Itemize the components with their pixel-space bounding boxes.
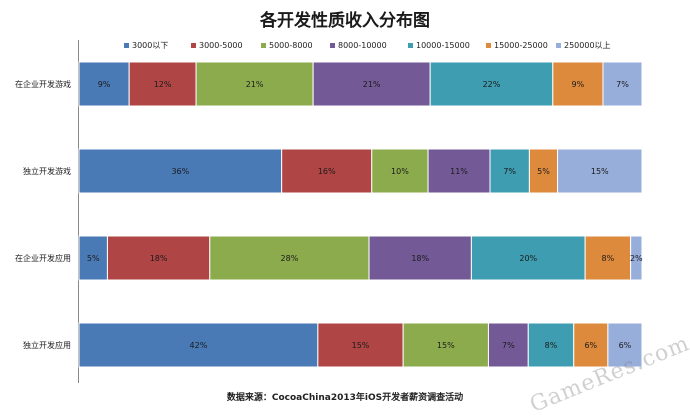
data-label-1-6: 15%	[591, 167, 609, 176]
data-label-1-1: 16%	[318, 167, 336, 176]
data-label-0-6: 7%	[616, 80, 629, 89]
bar-segment-2-6	[630, 235, 643, 281]
legend-label-3: 8000-10000	[338, 41, 387, 50]
data-label-3-0: 42%	[190, 341, 208, 350]
data-label-1-2: 10%	[391, 167, 409, 176]
bar-segment-2-3	[368, 235, 472, 281]
data-label-3-5: 6%	[584, 341, 597, 350]
data-label-1-4: 7%	[503, 167, 516, 176]
data-label-0-4: 22%	[483, 80, 501, 89]
bar-segment-0-2	[195, 61, 314, 107]
legend-label-6: 250000以上	[564, 41, 611, 50]
data-label-1-3: 11%	[450, 167, 468, 176]
data-label-2-6: 2%	[630, 254, 643, 263]
bar-segment-0-6	[602, 61, 643, 107]
data-label-3-1: 15%	[352, 341, 370, 350]
category-label-2: 在企业开发应用	[15, 253, 71, 263]
legend-label-0: 3000以下	[132, 41, 168, 50]
bar-segment-1-4	[489, 148, 530, 194]
chart-title: 各开发性质收入分布图	[260, 11, 430, 31]
legend-swatch-2	[261, 43, 266, 48]
legend-swatch-3	[330, 43, 335, 48]
bar-segment-3-1	[317, 322, 404, 368]
bar-segment-0-5	[552, 61, 604, 107]
data-label-0-0: 9%	[98, 80, 111, 89]
data-label-1-0: 36%	[171, 167, 189, 176]
bar-segment-1-6	[557, 148, 643, 194]
bar-segment-3-3	[487, 322, 529, 368]
data-source-note: 数据来源：CocoaChina2013年iOS开发者薪资调查活动	[226, 393, 464, 403]
data-label-0-1: 12%	[154, 80, 172, 89]
data-label-0-3: 21%	[363, 80, 381, 89]
legend-label-5: 15000-25000	[494, 41, 548, 50]
bar-segment-0-3	[312, 61, 431, 107]
data-label-2-1: 18%	[150, 254, 168, 263]
legend-swatch-6	[556, 43, 561, 48]
bar-segment-2-5	[584, 235, 632, 281]
legend-label-4: 10000-15000	[416, 41, 470, 50]
data-label-0-2: 21%	[246, 80, 264, 89]
category-label-1: 独立开发游戏	[23, 166, 71, 176]
data-label-2-0: 5%	[87, 254, 100, 263]
legend-label-2: 5000-8000	[269, 41, 313, 50]
bar-segment-3-6	[607, 322, 643, 368]
legend-swatch-5	[486, 43, 491, 48]
data-label-3-3: 7%	[502, 341, 515, 350]
data-label-3-4: 8%	[545, 341, 558, 350]
data-label-2-2: 28%	[281, 254, 299, 263]
category-label-3: 独立开发应用	[23, 340, 71, 350]
bar-segment-2-0	[78, 235, 108, 281]
bar-segment-2-2	[209, 235, 370, 281]
bar-segment-3-0	[78, 322, 319, 368]
bar-segment-0-4	[429, 61, 554, 107]
data-label-0-5: 9%	[572, 80, 585, 89]
data-label-3-6: 6%	[619, 341, 632, 350]
data-label-3-2: 15%	[437, 341, 455, 350]
data-label-1-5: 5%	[537, 167, 550, 176]
data-label-2-5: 8%	[602, 254, 615, 263]
data-label-2-3: 18%	[411, 254, 429, 263]
legend-swatch-4	[408, 43, 413, 48]
bar-segment-0-1	[128, 61, 197, 107]
bar-segment-3-5	[573, 322, 609, 368]
legend-swatch-0	[124, 43, 129, 48]
bar-segment-1-2	[371, 148, 429, 194]
data-label-2-4: 20%	[519, 254, 537, 263]
bar-segment-2-1	[106, 235, 211, 281]
category-label-0: 在企业开发游戏	[15, 79, 71, 89]
legend-swatch-1	[191, 43, 196, 48]
legend-label-1: 3000-5000	[199, 41, 243, 50]
